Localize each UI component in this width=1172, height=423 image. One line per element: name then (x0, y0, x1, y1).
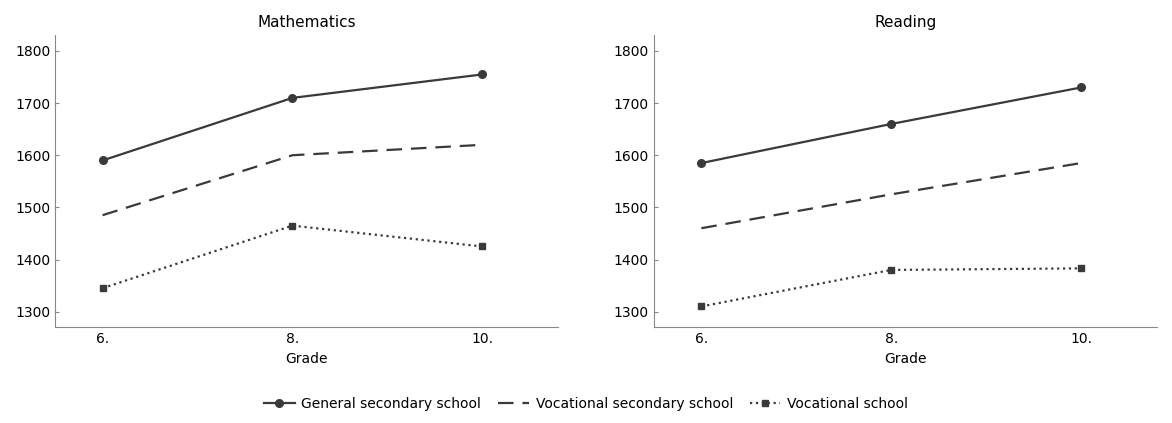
Title: Reading: Reading (874, 15, 936, 30)
X-axis label: Grade: Grade (884, 352, 927, 366)
X-axis label: Grade: Grade (286, 352, 328, 366)
Title: Mathematics: Mathematics (258, 15, 356, 30)
Legend: General secondary school, Vocational secondary school, Vocational school: General secondary school, Vocational sec… (258, 391, 914, 416)
